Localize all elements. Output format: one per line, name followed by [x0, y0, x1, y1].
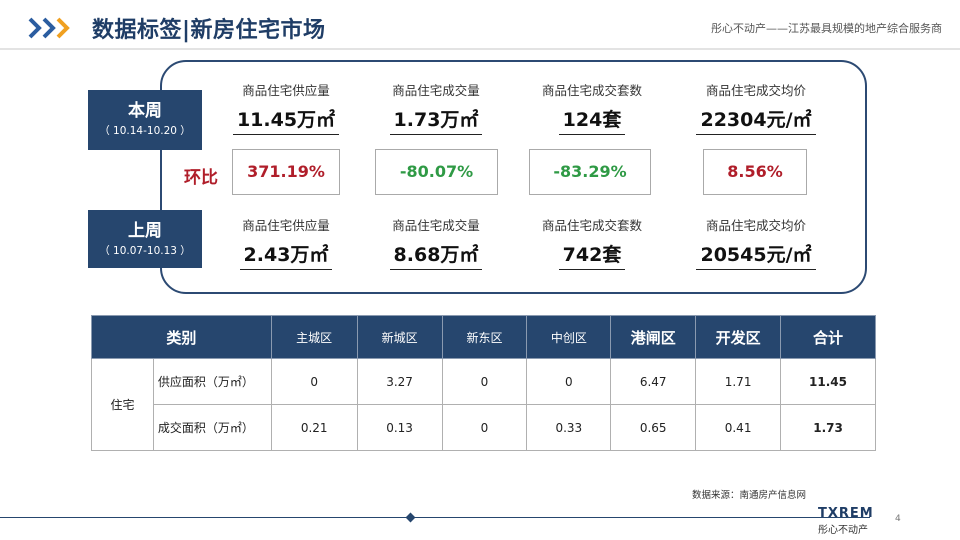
data-source-note: 数据来源：南通房产信息网	[692, 490, 807, 501]
current-metric-price: 商品住宅成交均价 22304元/㎡	[686, 80, 826, 135]
total-cell: 11.45	[780, 358, 876, 405]
table-header-row: 类别 主城区 新城区 新东区 中创区 港闸区 开发区 合计	[91, 315, 876, 359]
table-row: 成交面积（万㎡） 0.21 0.13 0 0.33 0.65 0.41 1.73	[92, 404, 876, 451]
current-week-range: （ 10.14-10.20 ）	[99, 125, 191, 137]
company-tagline: 彤心不动产——江苏最具规模的地产综合服务商	[711, 22, 942, 35]
column-header: 开发区	[695, 315, 782, 359]
table-cell: 0.33	[526, 404, 612, 451]
table-cell: 0	[441, 358, 528, 405]
table-cell: 0.65	[610, 404, 697, 451]
current-metric-supply: 商品住宅供应量 11.45万㎡	[216, 80, 356, 135]
metric-value: 124套	[558, 105, 626, 135]
chevron-right-icon	[28, 17, 70, 39]
district-table: 类别 主城区 新城区 新东区 中创区 港闸区 开发区 合计 住宅 供应面积（万㎡…	[91, 315, 876, 451]
metric-value: 2.43万㎡	[239, 240, 333, 270]
table-cell: 0	[526, 358, 612, 405]
column-header: 主城区	[270, 315, 358, 359]
page-title: 数据标签|新房住宅市场	[92, 18, 326, 43]
ratio-price: 8.56%	[703, 149, 807, 195]
table-cell: 0.41	[695, 404, 782, 451]
header-divider	[0, 48, 960, 50]
metric-label: 商品住宅成交套数	[541, 83, 642, 98]
table-cell: 1.71	[695, 358, 782, 405]
current-metric-units: 商品住宅成交套数 124套	[522, 80, 662, 135]
metric-label: 商品住宅供应量	[242, 218, 330, 233]
page-number: 4	[895, 514, 901, 524]
previous-metric-supply: 商品住宅供应量 2.43万㎡	[216, 215, 356, 270]
group-label: 住宅	[91, 358, 154, 451]
previous-week-range: （ 10.07-10.13 ）	[99, 245, 191, 257]
metric-value: 22304元/㎡	[696, 105, 816, 135]
column-header: 新东区	[441, 315, 528, 359]
table-cell: 6.47	[610, 358, 697, 405]
metric-label: 商品住宅成交量	[392, 83, 480, 98]
table-cell: 0	[441, 404, 528, 451]
current-week-box: 本周 （ 10.14-10.20 ）	[88, 90, 202, 150]
diamond-icon	[405, 512, 416, 523]
brand-logo-text: TXREM	[818, 506, 874, 521]
ratio-supply: 371.19%	[232, 149, 340, 195]
column-header: 类别	[91, 315, 272, 359]
previous-week-label: 上周	[128, 221, 162, 241]
column-header: 新城区	[356, 315, 443, 359]
column-header: 合计	[780, 315, 876, 359]
metric-value: 742套	[558, 240, 626, 270]
metric-value: 11.45万㎡	[232, 105, 340, 135]
metric-value: 8.68万㎡	[389, 240, 483, 270]
metric-label: 商品住宅成交均价	[705, 218, 806, 233]
ratio-units: -83.29%	[529, 149, 651, 195]
brand-logo: TXREM	[818, 506, 874, 521]
previous-metric-units: 商品住宅成交套数 742套	[522, 215, 662, 270]
previous-metric-price: 商品住宅成交均价 20545元/㎡	[686, 215, 826, 270]
ratio-volume: -80.07%	[375, 149, 498, 195]
brand-name: 彤心不动产	[818, 525, 868, 536]
table-row: 住宅 供应面积（万㎡） 0 3.27 0 0 6.47 1.71 11.45	[91, 358, 876, 451]
row-label: 成交面积（万㎡）	[152, 404, 272, 451]
metric-value: 20545元/㎡	[696, 240, 816, 270]
column-header: 中创区	[526, 315, 612, 359]
table-cell: 3.27	[356, 358, 443, 405]
metric-label: 商品住宅供应量	[242, 83, 330, 98]
metric-label: 商品住宅成交套数	[541, 218, 642, 233]
metric-label: 商品住宅成交量	[392, 218, 480, 233]
row-label: 供应面积（万㎡）	[152, 358, 272, 405]
previous-week-box: 上周 （ 10.07-10.13 ）	[88, 210, 202, 268]
previous-metric-volume: 商品住宅成交量 8.68万㎡	[366, 215, 506, 270]
total-cell: 1.73	[780, 404, 876, 451]
ratio-heading: 环比	[184, 168, 218, 188]
column-header: 港闸区	[610, 315, 697, 359]
metric-label: 商品住宅成交均价	[705, 83, 806, 98]
table-cell: 0.21	[270, 404, 358, 451]
metric-value: 1.73万㎡	[389, 105, 483, 135]
table-cell: 0.13	[356, 404, 443, 451]
current-metric-volume: 商品住宅成交量 1.73万㎡	[366, 80, 506, 135]
current-week-label: 本周	[128, 101, 162, 121]
table-cell: 0	[270, 358, 358, 405]
footer-divider	[0, 517, 870, 518]
